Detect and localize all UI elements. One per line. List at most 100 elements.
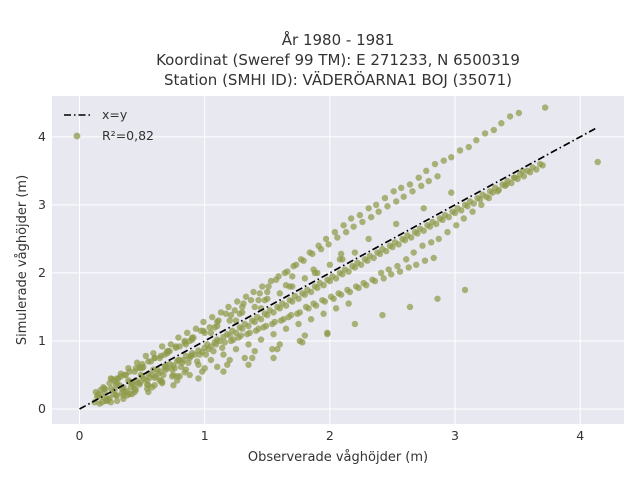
scatter-point [453,222,460,229]
scatter-point [128,390,136,398]
scatter-point [206,324,213,331]
scatter-point [332,305,340,312]
scatter-point [419,242,426,249]
scatter-point [430,254,437,262]
scatter-point [418,182,425,190]
scatter-point [200,327,207,334]
scatter-point [255,296,262,304]
scatter-point [264,288,271,296]
x-tick-label: 2 [326,428,334,443]
scatter-point [481,130,489,137]
scatter-point [390,188,397,195]
scatter-point [456,147,464,154]
scatter-point [257,336,265,343]
scatter-point [265,283,272,290]
scatter-point [207,356,215,364]
scatter-point [136,363,143,371]
scatter-point [296,309,304,316]
scatter-point [405,264,412,271]
scatter-point [269,345,276,353]
scatter-point [192,325,200,332]
scatter-point [251,347,258,355]
scatter-point [451,209,459,217]
scatter-point [336,256,344,263]
scatter-point [121,371,128,379]
scatter-point [276,305,283,312]
scatter-point [314,284,321,292]
scatter-point [428,239,435,246]
scatter-point [408,234,415,241]
scatter-point [326,277,334,285]
scatter-point [220,368,227,375]
scatter-point [398,184,405,192]
scatter-point [364,257,371,264]
scatter-point [286,283,294,290]
scatter-point [270,354,277,362]
scatter-point [183,329,191,337]
scatter-point [393,220,400,228]
scatter-point [478,201,485,209]
scatter-point [330,295,337,302]
scatter-point [207,329,215,337]
scatter-point [307,316,315,323]
scatter-point [249,354,256,362]
scatter-point [377,269,385,277]
scatter-point [494,188,501,195]
scatter-point [376,250,384,258]
scatter-point [158,378,166,386]
scatter-point [351,320,359,328]
scatter-point [346,288,354,296]
scatter-point [107,375,115,382]
scatter-point [112,392,120,399]
scatter-point [337,250,345,258]
scatter-point [321,298,329,305]
scatter-point [387,271,395,278]
scatter-point [309,250,316,258]
scatter-point [276,341,283,348]
scatter-point [519,167,526,175]
scatter-point [515,109,523,117]
scatter-point [431,160,439,168]
scatter-point [173,373,181,380]
chart-title: År 1980 - 1981 Koordinat (Sweref 99 TM):… [156,30,520,89]
scatter-point [211,324,218,331]
scatter-point [324,330,331,338]
scatter-point [214,363,221,371]
scatter-point [175,356,182,364]
scatter-point [262,322,270,330]
reference-line [79,126,599,410]
scatter-point [541,104,549,111]
scatter-point [458,207,465,214]
scatter-point [470,200,478,207]
scatter-point [340,222,347,229]
scatter-point [425,177,432,185]
scatter-point [311,269,319,277]
y-tick-label: 3 [38,197,46,212]
title-line-3: Station (SMHI ID): VÄDERÖARNA1 BOJ (3507… [164,70,512,89]
scatter-point [381,194,389,202]
scatter-point [337,291,345,298]
x-axis-label: Observerade våghöjder (m) [248,450,428,465]
scatter-point [271,318,278,326]
scatter-point [170,382,177,389]
scatter-point [224,361,231,368]
scatter-point [232,329,240,337]
scatter-point [231,307,238,314]
scatter-point [460,215,467,222]
scatter-point [222,310,230,317]
scatter-point [256,290,263,297]
scatter-point [230,336,237,343]
scatter-point [242,293,250,300]
scatter-point [359,218,366,226]
scatter-point [379,311,386,319]
scatter-point [520,173,528,180]
scatter-point [322,235,330,243]
scatter-point [280,316,287,323]
scatter-point [225,303,232,311]
scatter-point [202,351,210,358]
scatter-point [396,268,404,275]
scatter-point [355,284,362,292]
scatter-point [510,174,518,181]
scatter-point [372,201,380,209]
scatter-point [393,198,400,205]
